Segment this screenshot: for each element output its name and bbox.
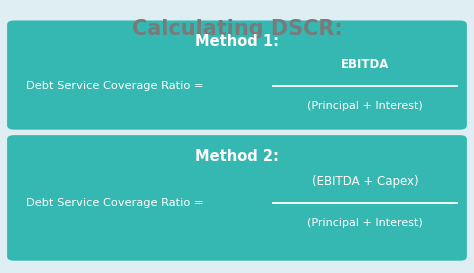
Text: Calculating DSCR:: Calculating DSCR: (132, 19, 342, 39)
FancyBboxPatch shape (7, 20, 467, 130)
Text: Method 2:: Method 2: (195, 149, 279, 164)
Text: Debt Service Coverage Ratio =: Debt Service Coverage Ratio = (26, 198, 207, 208)
FancyBboxPatch shape (7, 135, 467, 261)
Text: (Principal + Interest): (Principal + Interest) (307, 218, 423, 229)
Text: Method 1:: Method 1: (195, 34, 279, 49)
Text: (EBITDA + Capex): (EBITDA + Capex) (312, 175, 418, 188)
Text: (Principal + Interest): (Principal + Interest) (307, 101, 423, 111)
Text: EBITDA: EBITDA (341, 58, 389, 71)
Text: Debt Service Coverage Ratio =: Debt Service Coverage Ratio = (26, 81, 207, 91)
